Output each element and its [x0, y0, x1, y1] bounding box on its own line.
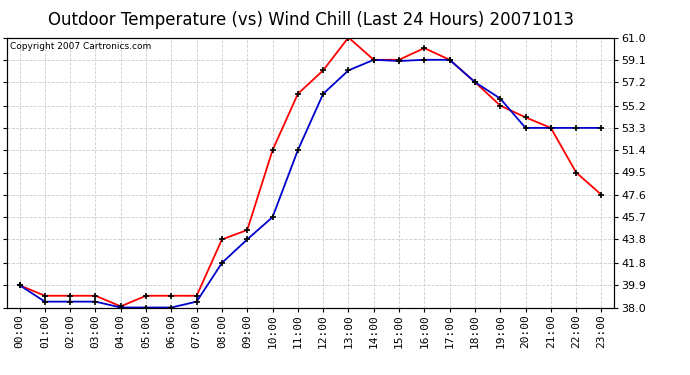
Text: Outdoor Temperature (vs) Wind Chill (Last 24 Hours) 20071013: Outdoor Temperature (vs) Wind Chill (Las…: [48, 11, 573, 29]
Text: Copyright 2007 Cartronics.com: Copyright 2007 Cartronics.com: [10, 42, 151, 51]
